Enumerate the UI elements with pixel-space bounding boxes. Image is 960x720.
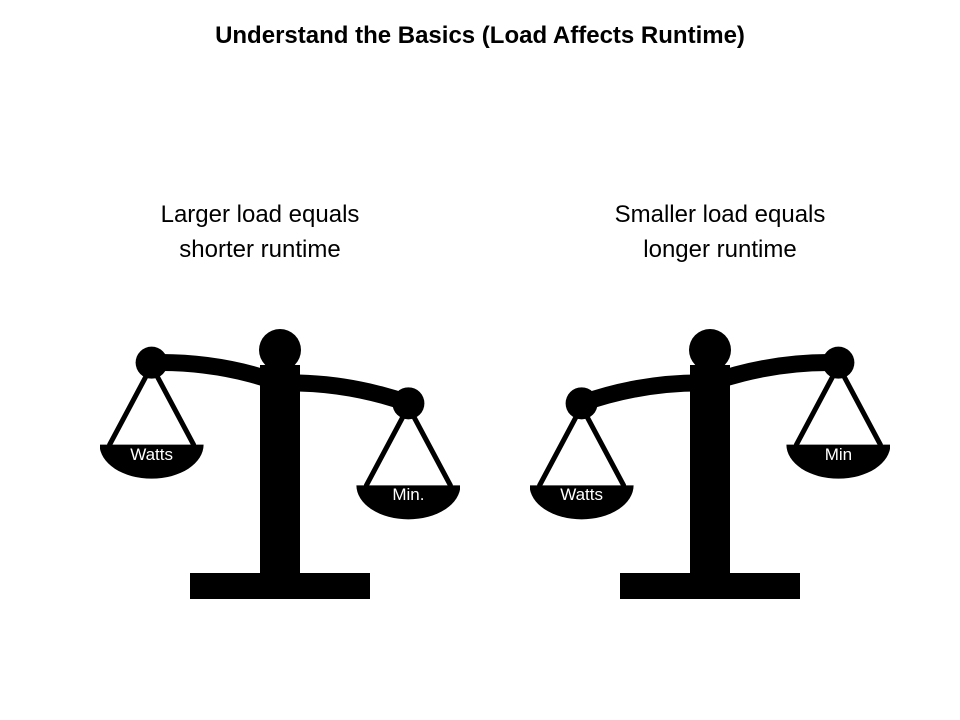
caption-right-line1: Smaller load equals	[615, 201, 826, 228]
caption-right: Smaller load equals longer runtime	[530, 198, 910, 268]
balance-scale-icon	[100, 315, 460, 615]
caption-left-line2: shorter runtime	[179, 236, 340, 263]
balance-scale-left: WattsMin.	[100, 315, 460, 615]
balance-scale-icon	[530, 315, 890, 615]
slide: Understand the Basics (Load Affects Runt…	[0, 0, 960, 720]
page-title: Understand the Basics (Load Affects Runt…	[0, 22, 960, 50]
caption-right-line2: longer runtime	[643, 236, 796, 263]
caption-left-line1: Larger load equals	[161, 201, 360, 228]
balance-scale-right: WattsMin	[530, 315, 890, 615]
caption-left: Larger load equals shorter runtime	[70, 198, 450, 268]
